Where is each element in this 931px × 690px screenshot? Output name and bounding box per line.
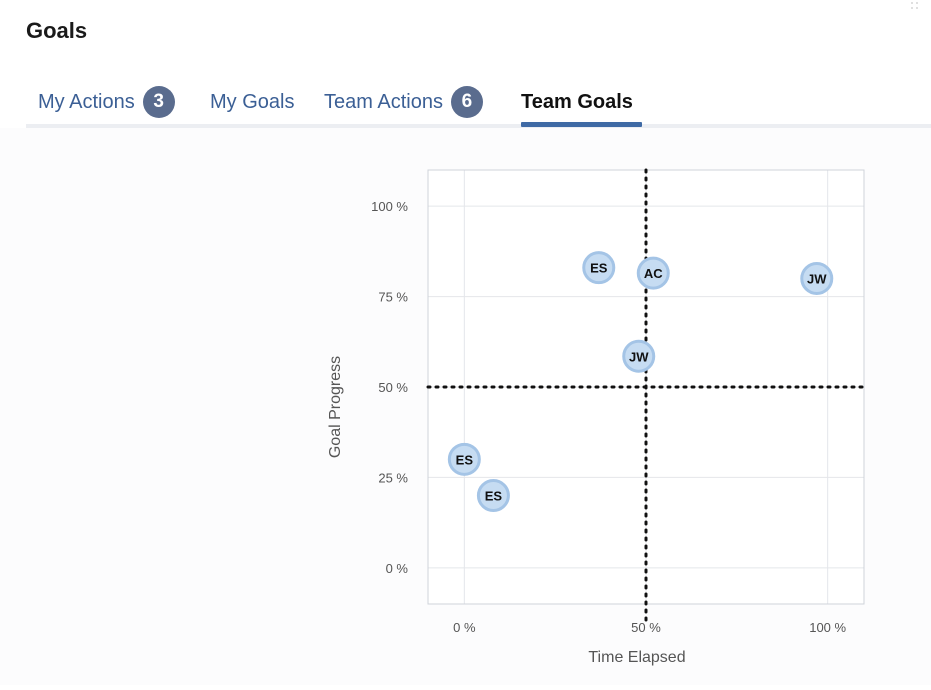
tab-label: Team Actions [324,90,443,113]
tab-label: My Goals [210,90,295,113]
x-axis-title: Time Elapsed [588,649,685,666]
point-label: JW [629,349,649,364]
point-label: JW [807,272,827,287]
scatter-point[interactable] [447,442,481,476]
tab-label: Team Goals [521,90,633,113]
point-label: ES [590,261,608,276]
x-tick-label: 0 % [453,620,476,635]
y-tick-label: 25 % [378,470,408,485]
scatter-point[interactable] [582,251,616,285]
y-axis-title: Goal Progress [327,356,344,458]
tab-label: My Actions [38,90,135,113]
tab-count-badge: 3 [142,86,175,118]
y-tick-label: 100 % [371,199,408,214]
scatter-point[interactable] [476,479,510,512]
point-label: ES [456,452,474,467]
tab-team-actions[interactable]: Team Actions 6 [324,80,483,124]
x-tick-label: 100 % [809,620,846,635]
y-tick-label: 75 % [378,290,408,305]
tab-my-goals[interactable]: My Goals [210,80,294,124]
active-tab-indicator [521,122,642,127]
team-goals-chart-container: 0 % 50 % 100 % 0 % 25 % 50 % 75 % 100 % Time Ela… [0,128,931,685]
tab-my-actions[interactable]: My Actions 3 [38,80,175,124]
y-tick-label: 50 % [378,380,408,395]
drag-handle-icon[interactable] [911,2,925,12]
goals-tabs: My Actions 3 My Goals Team Actions 6 Tea… [26,80,931,128]
x-tick-label: 50 % [631,620,661,635]
tabs-divider [26,124,931,128]
scatter-point[interactable] [800,262,834,295]
point-label: ES [485,489,503,504]
point-label: AC [644,266,663,281]
scatter-point[interactable] [636,256,670,290]
tab-count-badge: 6 [450,86,483,118]
scatter-point[interactable] [622,339,656,373]
y-tick-label: 0 % [386,561,409,576]
widget-title: Goals [26,18,88,43]
team-goals-scatter-chart: 0 % 50 % 100 % 0 % 25 % 50 % 75 % 100 % Time Ela… [327,168,866,666]
tab-team-goals[interactable]: Team Goals [521,80,633,124]
